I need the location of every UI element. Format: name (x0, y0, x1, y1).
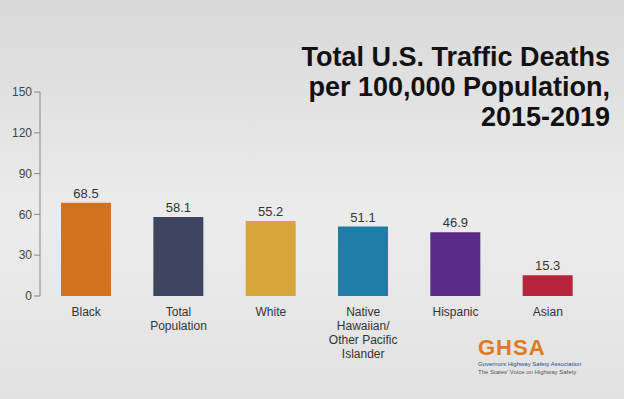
svg-text:55.2: 55.2 (258, 204, 283, 219)
svg-text:51.1: 51.1 (350, 210, 375, 225)
svg-text:15.3: 15.3 (535, 258, 560, 273)
svg-text:Black: Black (71, 305, 101, 319)
svg-text:68.5: 68.5 (73, 186, 98, 201)
html-text:Total U.S. Traffic Deaths per: Total U.S. Traffic Deaths per 100,000 Po… (301, 42, 610, 132)
svg-text:0: 0 (25, 289, 32, 303)
svg-text:150: 150 (12, 85, 32, 99)
svg-text:60: 60 (19, 208, 33, 222)
svg-text:TotalPopulation: TotalPopulation (150, 305, 207, 333)
html-text:GHSA: GHSA (478, 335, 546, 360)
svg-text:46.9: 46.9 (443, 215, 468, 230)
svg-text:90: 90 (19, 167, 33, 181)
svg-text:White: White (255, 305, 286, 319)
svg-text:Hispanic: Hispanic (432, 305, 478, 319)
html-text:Governors Highway Safety Assoc: Governors Highway Safety Association (478, 361, 582, 367)
svg-text:Asian: Asian (533, 305, 563, 319)
svg-text:120: 120 (12, 126, 32, 140)
svg-text:58.1: 58.1 (166, 200, 191, 215)
html-text:The States' Voice on Highway S: The States' Voice on Highway Safety (478, 369, 577, 375)
svg-text:NativeHawaiian/Other PacificIs: NativeHawaiian/Other PacificIslander (329, 305, 398, 361)
svg-text:30: 30 (19, 248, 33, 262)
